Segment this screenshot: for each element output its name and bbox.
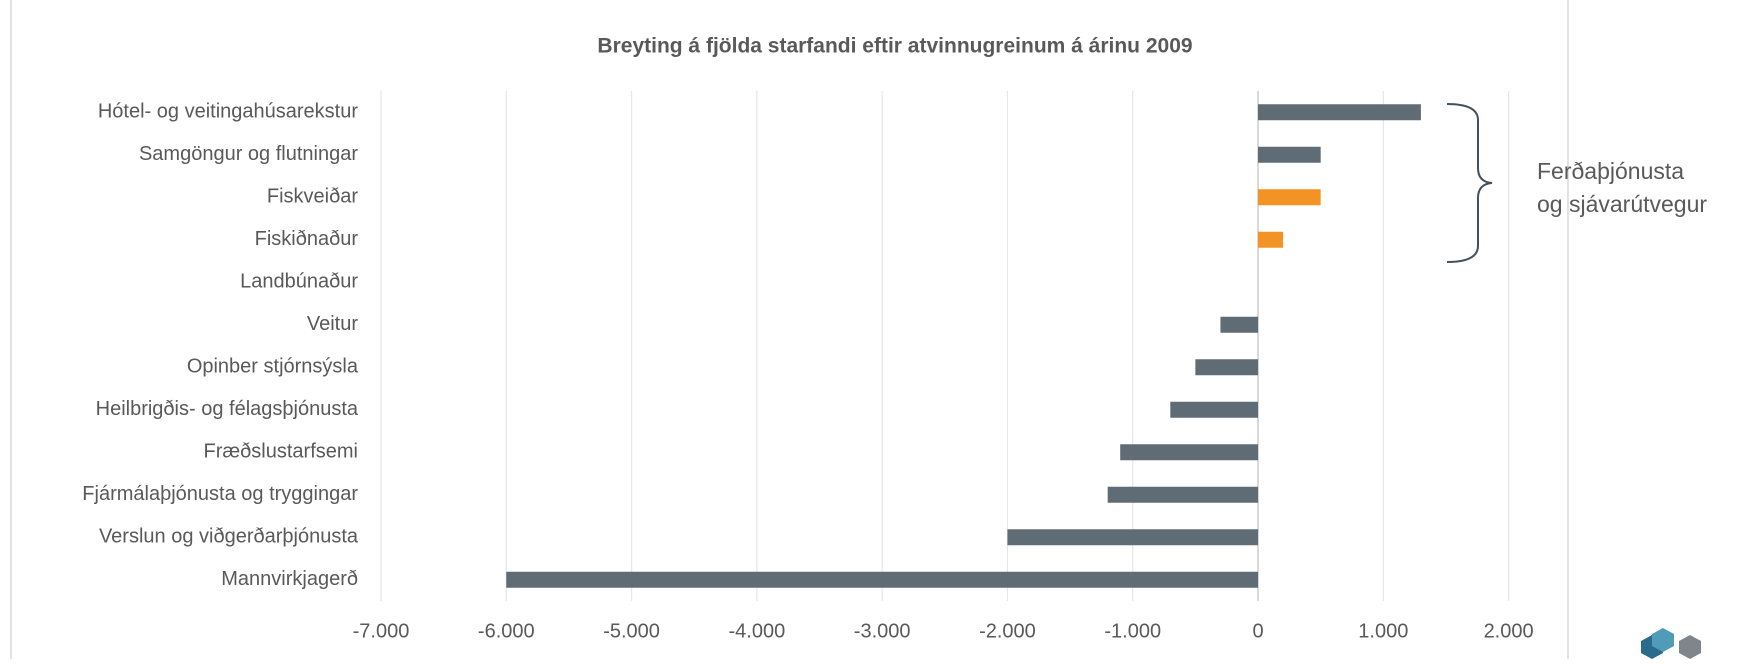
bracket — [1446, 103, 1493, 263]
x-tick-label: -6.000 — [478, 620, 535, 642]
x-tick-label: -3.000 — [854, 620, 911, 642]
x-tick-label: -4.000 — [729, 620, 786, 642]
logo — [1641, 628, 1701, 659]
y-tick-label: Veitur — [307, 313, 358, 335]
bar — [1258, 231, 1284, 248]
bar — [1120, 444, 1259, 461]
x-tick-label: -2.000 — [979, 620, 1036, 642]
y-tick-label: Heilbrigðis- og félagsþjónusta — [96, 398, 359, 420]
y-tick-label: Verslun og viðgerðarþjónusta — [99, 526, 359, 548]
y-tick-label: Samgöngur og flutningar — [139, 143, 358, 165]
x-tick-label: 2.000 — [1484, 620, 1534, 642]
bar — [1107, 486, 1259, 503]
y-tick-label: Fiskiðnaður — [255, 228, 359, 250]
annotation-line: og sjávarútvegur — [1537, 191, 1707, 217]
y-tick-label: Opinber stjórnsýsla — [187, 356, 359, 378]
bar — [1195, 359, 1259, 376]
x-tick-label: -7.000 — [353, 620, 410, 642]
y-tick-label: Fiskveiðar — [267, 186, 358, 208]
bar — [1258, 104, 1421, 121]
x-tick-label: 0 — [1252, 620, 1263, 642]
bar — [1258, 189, 1321, 206]
x-tick-label: -1.000 — [1104, 620, 1161, 642]
y-tick-label: Hótel- og veitingahúsarekstur — [98, 101, 358, 123]
bar — [1220, 316, 1259, 333]
bar — [1007, 529, 1259, 546]
x-tick-label: -5.000 — [603, 620, 660, 642]
annotation-line: Ferðaþjónusta — [1537, 158, 1684, 184]
y-tick-label: Fjármálaþjónusta og tryggingar — [82, 483, 358, 505]
bar — [1258, 146, 1321, 163]
x-tick-label: 1.000 — [1358, 620, 1408, 642]
y-tick-label: Fræðslustarfsemi — [204, 441, 358, 463]
y-tick-label: Mannvirkjagerð — [221, 568, 358, 590]
bar — [1170, 401, 1259, 418]
y-tick-label: Landbúnaður — [240, 271, 358, 293]
bar — [506, 571, 1259, 588]
chart-title: Breyting á fjölda starfandi eftir atvinn… — [597, 35, 1192, 58]
